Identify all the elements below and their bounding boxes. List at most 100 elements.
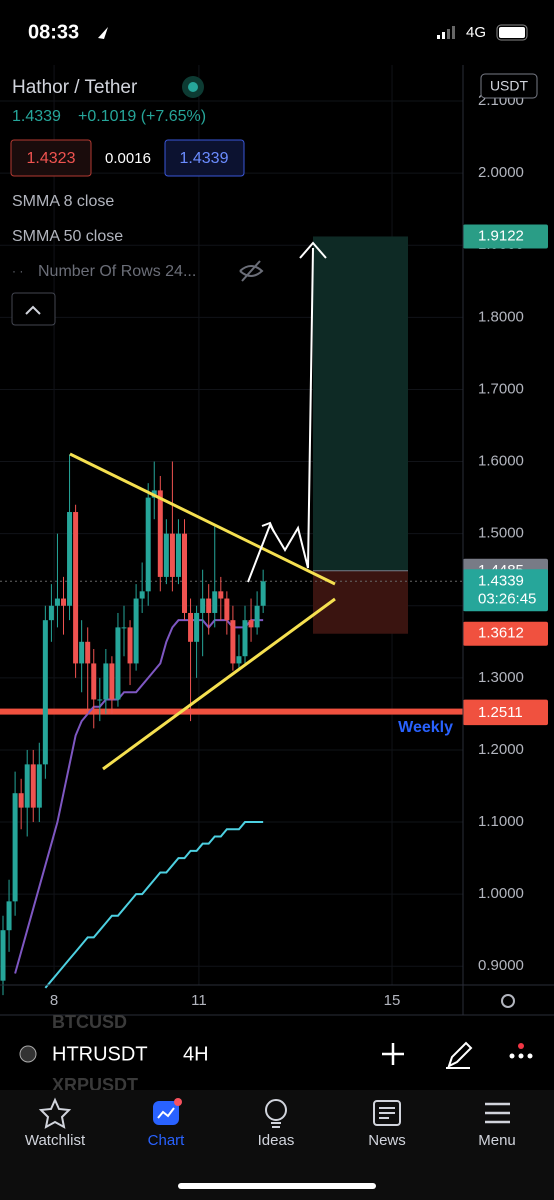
interval[interactable]: 4H — [183, 1043, 209, 1065]
tab-icon[interactable] — [153, 1101, 179, 1125]
arrow-head — [261, 241, 327, 533]
x-tick-label: 8 — [50, 992, 58, 1009]
arrow-drawing — [247, 247, 314, 583]
symbol-title: Hathor / Tether — [12, 77, 138, 98]
candle-body — [254, 605, 260, 628]
ask-price[interactable]: 1.4339 — [180, 150, 229, 167]
candle-body — [182, 533, 187, 613]
tab-icon[interactable] — [485, 1102, 510, 1124]
y-tick-label: 1.6000 — [478, 453, 524, 470]
price-tag-label: 1.2511 — [478, 704, 523, 721]
candle-body — [18, 793, 24, 808]
tab-label[interactable]: Menu — [478, 1132, 516, 1149]
chevron-up — [25, 305, 41, 315]
candle-body — [36, 764, 42, 808]
tab-label[interactable]: News — [368, 1132, 406, 1149]
visibility-icon[interactable] — [239, 260, 264, 282]
buy-button[interactable] — [164, 139, 245, 177]
bid-price[interactable]: 1.4323 — [27, 150, 76, 167]
candle-body — [24, 764, 30, 808]
network: 4G — [466, 24, 486, 41]
candle-body — [230, 620, 236, 664]
candle-body — [224, 598, 230, 621]
y-tick-label: 1.3000 — [478, 669, 524, 686]
price-countdown: 03:26:45 — [478, 590, 536, 607]
currency-button[interactable] — [480, 73, 538, 99]
candle-body — [12, 793, 18, 902]
dots: · · — [12, 264, 23, 278]
candle-body — [61, 598, 66, 606]
candle-body — [133, 598, 139, 664]
candle-body — [115, 627, 121, 700]
candle-body — [206, 598, 212, 613]
y-tick-label: 0.9000 — [478, 957, 524, 974]
tab-icon[interactable] — [373, 1100, 401, 1126]
candle-body — [145, 497, 151, 592]
candle-body — [0, 930, 6, 981]
candle-body — [175, 533, 181, 577]
x-tick-label: 11 — [191, 992, 207, 1009]
candle-body — [109, 663, 115, 700]
triangle-line — [69, 452, 336, 771]
symbol-logo — [19, 1045, 37, 1063]
candle-body — [85, 641, 91, 664]
add-button[interactable] — [382, 1043, 404, 1065]
currency[interactable]: USDT — [490, 78, 529, 94]
weekly-level — [0, 708, 463, 715]
price-tag — [463, 701, 548, 726]
candle-body — [236, 656, 242, 664]
y-tick-label: 2.0000 — [478, 164, 524, 181]
x-tick-label: 15 — [384, 992, 401, 1009]
indicator-line — [14, 619, 264, 974]
candle-body — [30, 764, 36, 808]
symbol[interactable]: HTRUSDT — [52, 1043, 148, 1065]
price-tag — [463, 224, 548, 249]
candle-body — [218, 591, 224, 599]
y-tick-label: 1.7000 — [478, 380, 524, 397]
candle-body — [188, 612, 194, 642]
candle-body — [139, 591, 145, 599]
candle-body — [157, 490, 163, 577]
tab-label-active[interactable]: Chart — [148, 1132, 186, 1149]
price-tag-label: 1.3612 — [478, 625, 524, 642]
candle-body — [200, 598, 206, 613]
candle-body — [260, 581, 266, 606]
candle-body — [97, 699, 103, 701]
legend-item-hidden[interactable]: Number Of Rows 24... — [38, 263, 196, 280]
candle-body — [121, 627, 127, 629]
candle-body — [127, 627, 133, 664]
tab-icon[interactable] — [38, 1097, 72, 1129]
tab-icon[interactable] — [265, 1099, 287, 1121]
last-price: 1.4339 — [12, 108, 61, 125]
price-tag — [463, 621, 548, 646]
clock: 08:33 — [28, 21, 79, 43]
more-button[interactable] — [509, 1043, 533, 1059]
y-tick-label: 1.1000 — [478, 813, 524, 830]
draw-button[interactable] — [446, 1041, 473, 1069]
y-tick-label: 1.8000 — [478, 308, 524, 325]
price-tag — [463, 569, 548, 612]
level-annotation: Weekly — [398, 719, 453, 736]
candle-body — [54, 598, 60, 606]
spread: 0.0016 — [105, 150, 151, 167]
legend-item[interactable]: SMMA 8 close — [12, 193, 114, 210]
signal-icon — [437, 26, 455, 39]
price-tag-label: 1.9122 — [478, 227, 524, 244]
battery-level — [499, 27, 525, 38]
y-tick-label: 1.5000 — [478, 525, 524, 542]
legend-item[interactable]: SMMA 50 close — [12, 228, 123, 245]
candle-body — [169, 533, 175, 577]
location-icon — [98, 27, 108, 39]
candle-body — [42, 620, 48, 765]
tab-icon-base — [271, 1122, 281, 1128]
candle-body — [163, 533, 169, 577]
tab-label[interactable]: Ideas — [258, 1132, 295, 1149]
candle-body — [194, 612, 200, 642]
tab-label[interactable]: Watchlist — [25, 1132, 86, 1149]
settings-icon[interactable] — [501, 994, 515, 1008]
collapse-button[interactable] — [11, 292, 56, 326]
candle-body — [48, 605, 54, 621]
sell-button[interactable] — [10, 139, 92, 177]
